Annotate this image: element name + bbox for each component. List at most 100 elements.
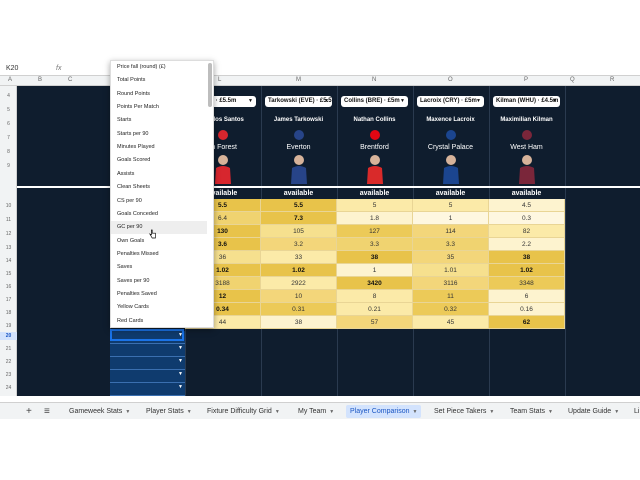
player-select-dropdown[interactable]: o (NFO) · £5.5m ▼ — [189, 96, 256, 107]
menu-item[interactable]: Assists — [117, 170, 135, 177]
column-header[interactable]: P — [524, 77, 529, 83]
sheet-tab[interactable]: Player Stats ▼ — [146, 405, 192, 418]
chevron-down-icon[interactable]: ▼ — [329, 409, 335, 415]
chevron-down-icon[interactable]: ▼ — [548, 409, 553, 415]
sheet-tab[interactable]: Gameweek Stats ▼ — [69, 405, 130, 418]
menu-item[interactable]: GC per 90 — [111, 221, 207, 235]
menu-item[interactable]: Penalties Missed — [117, 250, 159, 257]
menu-item[interactable]: Yellow Cards — [117, 304, 149, 311]
menu-item[interactable]: Round Points — [117, 90, 151, 97]
chevron-down-icon[interactable]: ▼ — [178, 358, 183, 364]
sheet-tab[interactable]: Fixture Difficulty Grid ▼ — [207, 405, 280, 418]
row-header[interactable]: 16 — [5, 284, 12, 290]
menu-item[interactable]: Points Per Match — [117, 104, 159, 111]
column-header[interactable]: N — [372, 77, 377, 83]
menu-item[interactable]: Starts — [117, 117, 132, 124]
menu-item[interactable]: Minutes Played — [117, 144, 155, 151]
row-header[interactable]: 5 — [7, 107, 10, 113]
row-header[interactable]: 17 — [5, 297, 12, 303]
column-header[interactable]: B — [38, 77, 43, 83]
row-header[interactable]: 9 — [7, 163, 10, 169]
row-header[interactable]: 24 — [5, 385, 12, 391]
add-sheet-icon[interactable]: + — [26, 406, 32, 417]
column-header[interactable]: A — [8, 77, 13, 83]
chevron-down-icon[interactable]: ▼ — [125, 409, 131, 415]
sheet-tab[interactable]: Player Comparison ▼ — [346, 405, 422, 418]
chevron-down-icon[interactable]: ▼ — [489, 409, 495, 415]
row-header[interactable]: 23 — [5, 372, 12, 378]
row-header[interactable]: 8 — [7, 149, 10, 155]
chevron-down-icon[interactable]: ▼ — [178, 345, 183, 351]
row-header[interactable]: 20 — [0, 332, 17, 340]
selected-cell[interactable] — [110, 329, 184, 341]
row-header[interactable]: 19 — [5, 323, 12, 329]
menu-item[interactable]: Starts per 90 — [117, 130, 149, 137]
column-header[interactable]: Q — [570, 77, 575, 83]
stat-selector-cell[interactable]: ▼ — [110, 383, 185, 396]
stat-cell: 57 — [337, 316, 413, 329]
name-box[interactable]: K20 — [6, 65, 19, 72]
menu-item[interactable]: Saves per 90 — [117, 277, 150, 284]
menu-item[interactable]: Goals Scored — [117, 157, 151, 164]
player-select-value: Kilman (WHU) · £4.5m — [496, 98, 559, 104]
menu-item[interactable]: Price fall (round) (£) — [117, 64, 166, 70]
menu-scrollbar[interactable] — [208, 63, 212, 107]
row-header[interactable]: 21 — [5, 346, 12, 352]
chevron-down-icon[interactable]: ▼ — [552, 98, 557, 104]
column-header[interactable]: O — [448, 77, 453, 83]
sheet-tab[interactable]: Li — [634, 405, 639, 418]
player-select-dropdown[interactable]: Lacroix (CRY) · £5m ▼ — [417, 96, 484, 107]
row-header[interactable]: 6 — [7, 121, 10, 127]
chevron-down-icon[interactable]: ▼ — [324, 98, 329, 104]
player-select-dropdown[interactable]: Collins (BRE) · £5m ▼ — [341, 96, 408, 107]
row-header[interactable]: 12 — [5, 231, 12, 237]
sheet-tab[interactable]: Set Piece Takers ▼ — [434, 405, 494, 418]
stat-cell: 45 — [413, 316, 489, 329]
chevron-down-icon[interactable]: ▼ — [186, 409, 192, 415]
chevron-down-icon[interactable]: ▼ — [178, 371, 183, 377]
chevron-down-icon[interactable]: ▼ — [178, 332, 183, 338]
chevron-down-icon[interactable]: ▼ — [400, 98, 405, 104]
row-header[interactable]: 22 — [5, 359, 12, 365]
all-sheets-icon[interactable]: ≡ — [44, 406, 50, 417]
row-header[interactable]: 13 — [5, 245, 12, 251]
stat-cell: 38 — [261, 316, 337, 329]
sheet-tab[interactable]: My Team ▼ — [298, 405, 334, 418]
sheet-tab[interactable]: Team Stats ▼ — [510, 405, 553, 418]
chevron-down-icon[interactable]: ▼ — [178, 384, 183, 390]
menu-item[interactable]: Saves — [117, 264, 133, 271]
player-photo — [441, 154, 461, 184]
stat-cell: 33 — [261, 251, 337, 264]
column-header[interactable]: R — [610, 77, 615, 83]
row-header[interactable]: 15 — [5, 271, 12, 277]
club-crest-icon — [521, 130, 532, 140]
row-header[interactable]: 11 — [5, 217, 12, 223]
stat-selector-cell[interactable]: ▼ — [110, 344, 185, 357]
stat-selector-cell[interactable]: ▼ — [110, 357, 185, 370]
chevron-down-icon[interactable]: ▼ — [412, 409, 418, 415]
stat-cell: 4.5 — [489, 199, 565, 212]
row-header[interactable]: 18 — [5, 310, 12, 316]
chevron-down-icon[interactable]: ▼ — [274, 409, 280, 415]
row-header[interactable]: 7 — [7, 135, 10, 141]
chevron-down-icon[interactable]: ▼ — [248, 98, 253, 104]
menu-item[interactable]: CS per 90 — [117, 197, 142, 204]
menu-item[interactable]: Total Points — [117, 77, 146, 84]
column-header[interactable]: C — [68, 77, 73, 83]
row-header[interactable]: 14 — [5, 258, 12, 264]
sheet-tab[interactable]: Update Guide ▼ — [568, 405, 619, 418]
menu-item[interactable]: Clean Sheets — [117, 184, 151, 191]
menu-item[interactable]: Goals Conceded — [117, 210, 158, 217]
menu-item[interactable]: Penalties Saved — [117, 290, 157, 297]
player-select-dropdown[interactable]: Kilman (WHU) · £4.5m ▼ — [493, 96, 560, 107]
stat-selector-cell[interactable]: ▼ — [110, 370, 185, 383]
menu-item[interactable]: Red Cards — [117, 317, 144, 324]
column-header[interactable]: L — [218, 77, 222, 83]
row-header[interactable]: 4 — [7, 93, 10, 99]
row-header[interactable]: 10 — [5, 203, 12, 209]
chevron-down-icon[interactable]: ▼ — [614, 409, 620, 415]
menu-item[interactable]: Own Goals — [117, 237, 145, 244]
column-header[interactable]: M — [296, 77, 301, 83]
player-select-dropdown[interactable]: Tarkowski (EVE) · £5.5m ▼ — [265, 96, 332, 107]
chevron-down-icon[interactable]: ▼ — [476, 98, 481, 104]
